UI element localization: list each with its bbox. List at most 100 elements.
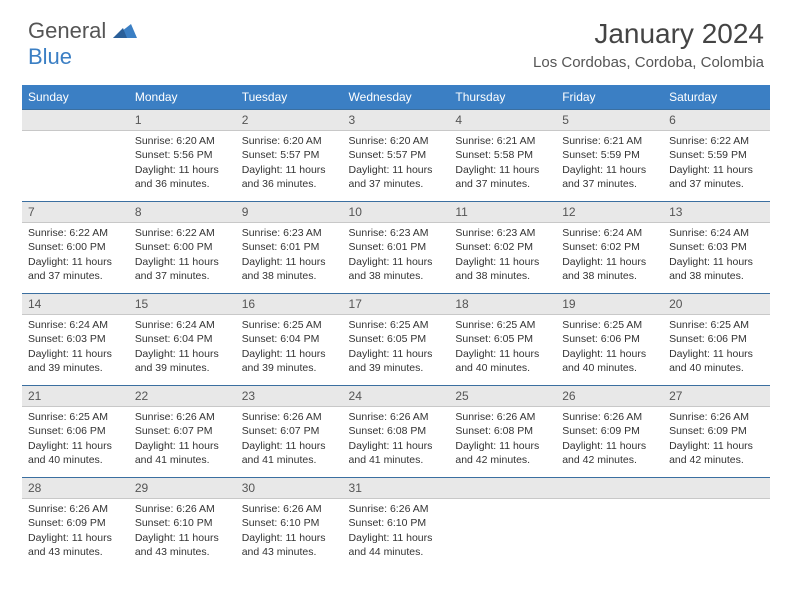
day-number: 14 bbox=[22, 293, 129, 315]
calendar-body: 1Sunrise: 6:20 AMSunset: 5:56 PMDaylight… bbox=[22, 109, 770, 569]
sunset-text: Sunset: 6:06 PM bbox=[28, 424, 123, 438]
calendar-week-row: 14 Sunrise: 6:24 AMSunset: 6:03 PM Dayligh… bbox=[22, 293, 770, 385]
sunset-text: Sunset: 6:01 PM bbox=[242, 240, 337, 254]
day-number: 6 bbox=[663, 109, 770, 131]
sunrise-text: Sunrise: 6:23 AM bbox=[455, 226, 550, 240]
day-number: 18 bbox=[449, 293, 556, 315]
weekday-header: Friday bbox=[556, 85, 663, 109]
sunset-text: Sunset: 6:02 PM bbox=[562, 240, 657, 254]
daylight-text: Daylight: 11 hours and 37 minutes. bbox=[562, 163, 657, 191]
daylight-text: Daylight: 11 hours and 40 minutes. bbox=[669, 347, 764, 375]
sunset-text: Sunset: 6:09 PM bbox=[28, 516, 123, 530]
sunrise-text: Sunrise: 6:23 AM bbox=[242, 226, 337, 240]
sunset-text: Sunset: 6:05 PM bbox=[349, 332, 444, 346]
calendar-day-cell: 21Sunrise: 6:25 AMSunset: 6:06 PMDayligh… bbox=[22, 385, 129, 477]
sunrise-text: Sunrise: 6:22 AM bbox=[669, 134, 764, 148]
calendar-day-cell: 29Sunrise: 6:26 AMSunset: 6:10 PMDayligh… bbox=[129, 477, 236, 569]
calendar-day-cell: 23Sunrise: 6:26 AMSunset: 6:07 PMDayligh… bbox=[236, 385, 343, 477]
calendar-day-cell: 1Sunrise: 6:20 AMSunset: 5:56 PMDaylight… bbox=[129, 109, 236, 201]
sunset-text: Sunset: 6:08 PM bbox=[349, 424, 444, 438]
daylight-text: Daylight: 11 hours and 36 minutes. bbox=[135, 163, 230, 191]
day-number: 10 bbox=[343, 201, 450, 223]
daylight-text: Daylight: 11 hours and 43 minutes. bbox=[135, 531, 230, 559]
sunrise-text: Sunrise: 6:24 AM bbox=[562, 226, 657, 240]
day-number: 21 bbox=[22, 385, 129, 407]
daylight-text: Daylight: 11 hours and 37 minutes. bbox=[455, 163, 550, 191]
day-number: 22 bbox=[129, 385, 236, 407]
day-number: 17 bbox=[343, 293, 450, 315]
sunset-text: Sunset: 6:05 PM bbox=[455, 332, 550, 346]
day-details: Sunrise: 6:25 AMSunset: 6:06 PMDaylight:… bbox=[556, 315, 663, 379]
day-details: Sunrise: 6:26 AMSunset: 6:09 PMDaylight:… bbox=[22, 499, 129, 563]
sunrise-text: Sunrise: 6:25 AM bbox=[562, 318, 657, 332]
daylight-text: Daylight: 11 hours and 37 minutes. bbox=[135, 255, 230, 283]
day-details: Sunrise: 6:26 AMSunset: 6:10 PMDaylight:… bbox=[343, 499, 450, 563]
day-number: 25 bbox=[449, 385, 556, 407]
day-number: 28 bbox=[22, 477, 129, 499]
calendar-day-cell: 12Sunrise: 6:24 AMSunset: 6:02 PMDayligh… bbox=[556, 201, 663, 293]
sunrise-text: Sunrise: 6:21 AM bbox=[562, 134, 657, 148]
sunrise-text: Sunrise: 6:20 AM bbox=[349, 134, 444, 148]
daylight-text: Daylight: 11 hours and 36 minutes. bbox=[242, 163, 337, 191]
day-details: Sunrise: 6:25 AMSunset: 6:06 PMDaylight:… bbox=[22, 407, 129, 471]
header: General Blue January 2024 Los Cordobas, … bbox=[0, 0, 792, 79]
day-details: Sunrise: 6:20 AMSunset: 5:57 PMDaylight:… bbox=[236, 131, 343, 195]
day-details: Sunrise: 6:23 AMSunset: 6:01 PMDaylight:… bbox=[236, 223, 343, 287]
sunrise-text: Sunrise: 6:26 AM bbox=[242, 410, 337, 424]
sunrise-text: Sunrise: 6:26 AM bbox=[455, 410, 550, 424]
sunset-text: Sunset: 6:07 PM bbox=[242, 424, 337, 438]
calendar-table: SundayMondayTuesdayWednesdayThursdayFrid… bbox=[22, 85, 770, 569]
day-details: Sunrise: 6:26 AMSunset: 6:07 PMDaylight:… bbox=[236, 407, 343, 471]
calendar-day-cell: 11Sunrise: 6:23 AMSunset: 6:02 PMDayligh… bbox=[449, 201, 556, 293]
sunrise-text: Sunrise: 6:23 AM bbox=[349, 226, 444, 240]
day-number: 5 bbox=[556, 109, 663, 131]
sunrise-text: Sunrise: 6:26 AM bbox=[135, 502, 230, 516]
sunrise-text: Sunrise: 6:22 AM bbox=[28, 226, 123, 240]
day-details: Sunrise: 6:26 AMSunset: 6:08 PMDaylight:… bbox=[343, 407, 450, 471]
calendar-day-cell: 28Sunrise: 6:26 AMSunset: 6:09 PMDayligh… bbox=[22, 477, 129, 569]
daylight-text: Daylight: 11 hours and 39 minutes. bbox=[349, 347, 444, 375]
sunrise-text: Sunrise: 6:24 AM bbox=[28, 318, 123, 332]
day-details: Sunrise: 6:25 AMSunset: 6:05 PMDaylight:… bbox=[343, 315, 450, 379]
day-details: Sunrise: 6:26 AMSunset: 6:09 PMDaylight:… bbox=[556, 407, 663, 471]
sunset-text: Sunset: 6:03 PM bbox=[28, 332, 123, 346]
sunset-text: Sunset: 6:03 PM bbox=[669, 240, 764, 254]
day-number: 20 bbox=[663, 293, 770, 315]
sunset-text: Sunset: 5:59 PM bbox=[669, 148, 764, 162]
daylight-text: Daylight: 11 hours and 43 minutes. bbox=[28, 531, 123, 559]
day-details: Sunrise: 6:25 AMSunset: 6:06 PMDaylight:… bbox=[663, 315, 770, 379]
sunset-text: Sunset: 6:00 PM bbox=[28, 240, 123, 254]
calendar-day-cell: 18Sunrise: 6:25 AMSunset: 6:05 PMDayligh… bbox=[449, 293, 556, 385]
calendar-day-cell: 22Sunrise: 6:26 AMSunset: 6:07 PMDayligh… bbox=[129, 385, 236, 477]
daylight-text: Daylight: 11 hours and 42 minutes. bbox=[562, 439, 657, 467]
day-number: 19 bbox=[556, 293, 663, 315]
calendar-day-cell: 25Sunrise: 6:26 AMSunset: 6:08 PMDayligh… bbox=[449, 385, 556, 477]
calendar-week-row: 21Sunrise: 6:25 AMSunset: 6:06 PMDayligh… bbox=[22, 385, 770, 477]
calendar-day-cell: 26Sunrise: 6:26 AMSunset: 6:09 PMDayligh… bbox=[556, 385, 663, 477]
day-details: Sunrise: 6:20 AMSunset: 5:56 PMDaylight:… bbox=[129, 131, 236, 195]
day-details: Sunrise: 6:26 AMSunset: 6:07 PMDaylight:… bbox=[129, 407, 236, 471]
daylight-text: Daylight: 11 hours and 39 minutes. bbox=[135, 347, 230, 375]
day-number: 1 bbox=[129, 109, 236, 131]
day-details: Sunrise: 6:24 AMSunset: 6:03 PMDaylight:… bbox=[663, 223, 770, 287]
day-number: 11 bbox=[449, 201, 556, 223]
sunrise-text: Sunrise: 6:26 AM bbox=[562, 410, 657, 424]
logo-text-general: General bbox=[28, 18, 106, 43]
sunset-text: Sunset: 5:59 PM bbox=[562, 148, 657, 162]
sunset-text: Sunset: 5:56 PM bbox=[135, 148, 230, 162]
calendar-week-row: 1Sunrise: 6:20 AMSunset: 5:56 PMDaylight… bbox=[22, 109, 770, 201]
calendar-week-row: 28Sunrise: 6:26 AMSunset: 6:09 PMDayligh… bbox=[22, 477, 770, 569]
day-number: 8 bbox=[129, 201, 236, 223]
sunset-text: Sunset: 6:09 PM bbox=[669, 424, 764, 438]
day-details: Sunrise: 6:23 AMSunset: 6:02 PMDaylight:… bbox=[449, 223, 556, 287]
calendar-day-cell bbox=[663, 477, 770, 569]
day-number bbox=[663, 477, 770, 499]
day-details: Sunrise: 6:24 AMSunset: 6:04 PMDaylight:… bbox=[129, 315, 236, 379]
sunrise-text: Sunrise: 6:26 AM bbox=[669, 410, 764, 424]
calendar-day-cell: 7Sunrise: 6:22 AMSunset: 6:00 PMDaylight… bbox=[22, 201, 129, 293]
weekday-header: Sunday bbox=[22, 85, 129, 109]
sunrise-text: Sunrise: 6:26 AM bbox=[28, 502, 123, 516]
calendar-day-cell bbox=[22, 109, 129, 201]
daylight-text: Daylight: 11 hours and 38 minutes. bbox=[562, 255, 657, 283]
sunrise-text: Sunrise: 6:26 AM bbox=[349, 410, 444, 424]
